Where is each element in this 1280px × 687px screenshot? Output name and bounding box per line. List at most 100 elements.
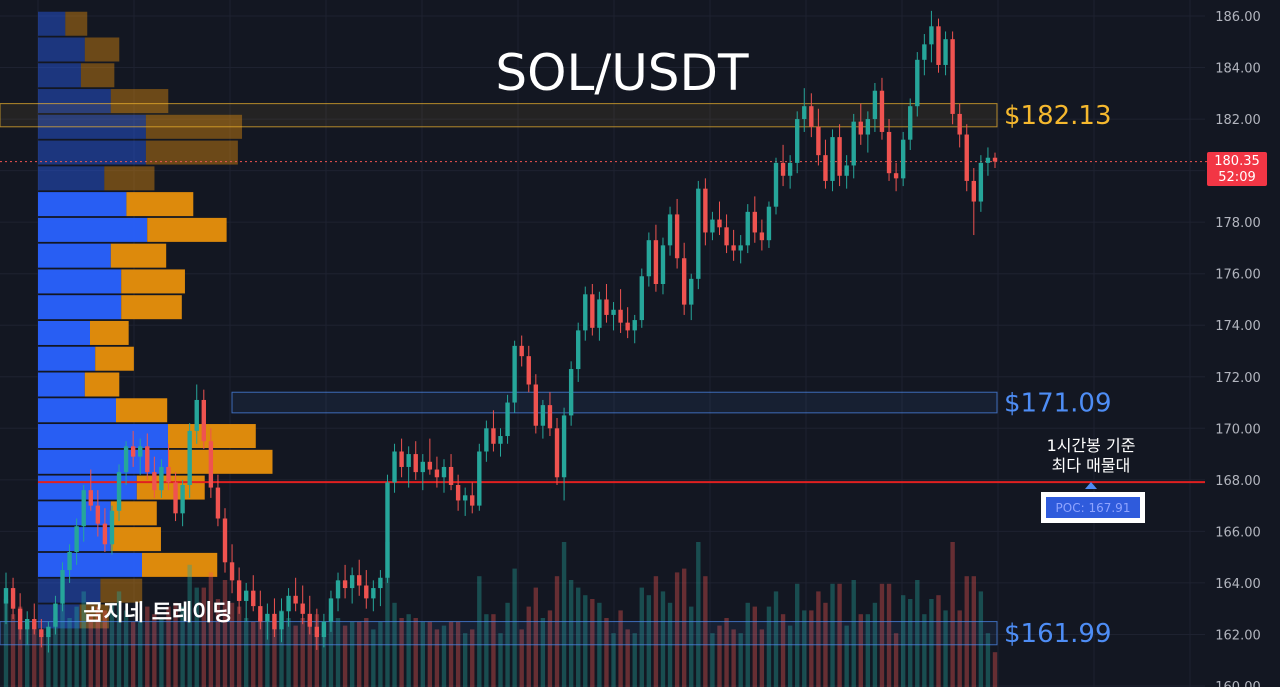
volume-bar [985,633,991,687]
volume-bar [208,572,214,687]
candle-body [67,552,72,571]
vp-sell-bar [80,63,115,88]
vp-buy-bar [38,269,122,294]
candle-body [258,606,263,622]
candle-body [251,590,256,607]
candle-body [943,39,948,65]
candle-body [130,446,136,457]
candle-body [802,106,807,120]
volume-bar [159,618,164,687]
vp-buy-bar [38,37,85,62]
volume-bars [3,542,998,687]
volume-bar [731,629,736,687]
volume-bar [349,621,355,687]
candle-body [703,188,708,233]
candle-body [392,451,397,483]
candle-body [462,495,468,501]
volume-bar [957,610,962,687]
volume-bar [420,621,425,687]
candle-body [696,188,701,279]
volume-bar [194,587,199,687]
volume-bar [455,621,461,687]
volume-bar [681,568,687,687]
vp-buy-bar [38,372,85,397]
volume-bar [272,618,277,687]
y-tick-label: 162.00 [1215,628,1261,643]
volume-bar [462,633,468,687]
volume-bar [908,599,913,687]
candle-body [335,580,341,599]
vp-sell-bar [121,295,182,320]
volume-bar [787,625,793,687]
candle-body [689,278,694,305]
volume-bar [95,606,101,687]
vp-sell-bar [116,398,168,423]
volume-bar [116,591,122,687]
volume-bar [773,591,779,687]
candle-body [236,580,242,601]
candle-body [427,461,433,470]
vp-buy-bar [38,475,137,500]
candle-body [321,621,327,638]
volume-bar [604,618,609,687]
candle-body [328,598,334,622]
candle-body [992,157,998,162]
candle-body [279,611,284,630]
volume-bar [378,621,383,687]
candle-body [314,626,320,638]
candle-body [201,399,206,442]
candle-body [886,131,892,174]
candle-body [816,126,821,156]
zone-label: $171.09 [1004,389,1112,419]
volume-bar [498,633,503,687]
volume-bar [922,614,927,687]
vp-sell-bar [110,527,161,552]
candle-body [773,162,779,207]
volume-bar [364,618,369,687]
chart-title: SOL/USDT [495,44,749,102]
candle-body [590,294,595,328]
candle-body [53,603,58,627]
zone-box [0,103,998,128]
candle-body [957,113,962,135]
candle-body [936,26,941,65]
candle-body [39,629,44,638]
price-axis[interactable]: 186.00184.00182.00180.00178.00176.00174.… [1215,10,1261,687]
candle-body [830,137,835,181]
candle-body [611,309,616,315]
candle-body [526,356,531,385]
volume-bar [3,599,9,687]
volume-bar [929,599,934,687]
candle-body [533,384,539,426]
volume-bar [858,614,863,687]
candle-body [950,39,955,114]
volume-bar [519,629,524,687]
candle-body [583,294,588,331]
volume-bar [251,621,256,687]
candle-body [561,415,567,478]
vp-buy-bar [38,320,90,345]
candle-body [357,575,362,586]
volume-bar [307,618,312,687]
candle-body [618,309,623,323]
volume-bar [879,583,885,687]
vp-sell-bar [95,346,134,371]
candle-body [307,613,312,627]
candle-countdown: 52:09 [1218,170,1255,185]
volume-bar [717,625,722,687]
volume-bar [830,583,835,687]
vp-sell-bar [104,166,155,191]
volume-bar [795,583,800,687]
candle-body [173,482,178,514]
candle-body [752,211,758,233]
volume-bar [32,629,37,687]
zone-box [231,391,998,414]
candle-body [653,240,659,284]
candle-body [929,26,934,45]
candle-body [985,157,991,163]
volume-bar [568,580,574,687]
candle-body [293,595,298,604]
candle-body [780,162,786,176]
volume-bar [752,606,758,687]
